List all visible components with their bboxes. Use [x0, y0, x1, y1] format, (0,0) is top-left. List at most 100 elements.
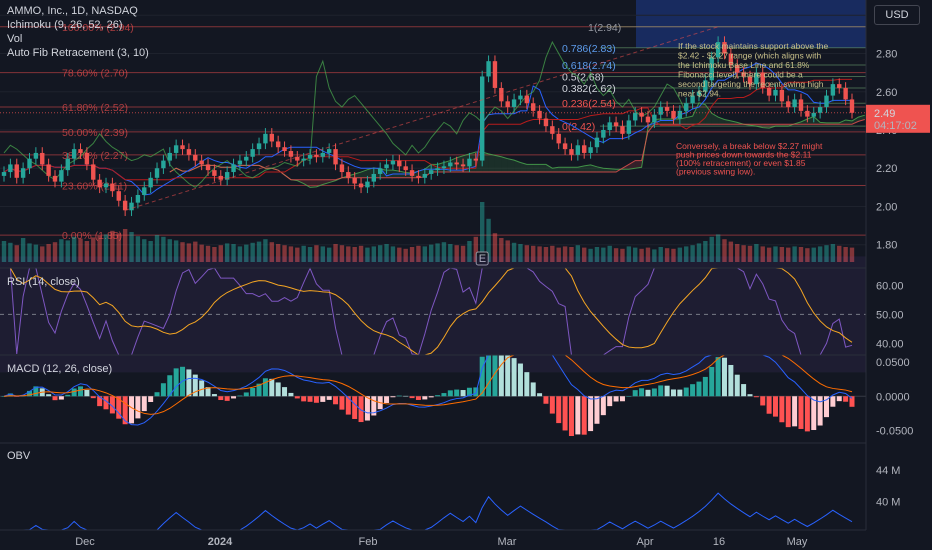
macd-histogram-bar — [734, 374, 740, 397]
rsi-legend[interactable]: RSI (14, close) — [7, 276, 80, 288]
macd-histogram-bar — [785, 396, 791, 428]
macd-histogram-bar — [690, 384, 696, 397]
macd-histogram-bar — [562, 396, 568, 431]
macd-histogram-bar — [390, 396, 396, 398]
ichimoku-cloud-segment — [463, 153, 470, 173]
obv-legend[interactable]: OBV — [7, 450, 31, 462]
analysis-note-upper: $2.42 - $2.27 range (which aligns with — [678, 51, 821, 61]
candle-body — [78, 149, 83, 153]
candle-body — [684, 103, 689, 111]
obv-tick-label: 40 M — [876, 497, 900, 509]
macd-legend[interactable]: MACD (12, 26, close) — [7, 363, 113, 375]
price-tick-label: 2.80 — [876, 49, 897, 61]
analysis-note-upper: Fibonacci level), there could be a — [678, 70, 803, 80]
candle-body — [365, 181, 370, 188]
currency-button[interactable]: USD — [874, 5, 920, 25]
volume-bar — [837, 245, 842, 262]
macd-tick-label: 0.0000 — [876, 391, 910, 403]
volume-bar — [390, 246, 396, 262]
macd-histogram-bar — [588, 396, 594, 432]
ichimoku-cloud-segment — [488, 153, 495, 173]
macd-histogram-bar — [626, 396, 632, 397]
volume-bar — [773, 246, 778, 262]
senkou-span-b — [169, 119, 865, 181]
candle-body — [358, 183, 364, 188]
volume-bar — [601, 247, 606, 262]
macd-histogram-bar — [33, 386, 39, 397]
candle-body — [518, 95, 523, 100]
price-pane[interactable]: 100.00% (2.94) 78.60% (2.70) 61.80% (2.52)… — [0, 0, 872, 266]
analysis-note-upper: second targeting the recent swing high — [678, 79, 824, 89]
macd-histogram-bar — [721, 357, 727, 397]
candle-body — [747, 76, 753, 85]
volume-bar — [422, 246, 428, 262]
candle-body — [849, 99, 855, 113]
macd-histogram-bar — [511, 358, 517, 397]
volume-bar — [339, 245, 345, 262]
volume-bar — [167, 239, 172, 262]
volume-bar — [384, 244, 389, 262]
price-tag-countdown: 04:17:02 — [874, 120, 917, 132]
volume-bar — [1, 241, 7, 262]
candle-body — [473, 158, 479, 161]
volume-bar — [620, 248, 625, 262]
volume-bar — [511, 242, 517, 262]
volume-bar — [645, 247, 651, 262]
candle-body — [8, 164, 13, 173]
volume-bar — [154, 235, 160, 262]
fib-legend[interactable]: Auto Fib Retracement (3, 10) — [7, 47, 149, 59]
candle-body — [773, 89, 778, 96]
volume-bar — [224, 243, 230, 262]
macd-histogram-bar — [326, 396, 332, 400]
macd-histogram-bar — [492, 355, 498, 397]
volume-bar — [397, 247, 402, 262]
macd-histogram-bar — [148, 396, 154, 402]
macd-histogram-bar — [160, 383, 166, 397]
candle-body — [295, 156, 300, 161]
candle-body — [40, 152, 45, 165]
fib-trend-line — [124, 26, 719, 211]
candle-body — [441, 166, 447, 169]
volume-bar — [416, 245, 421, 262]
candle-body — [454, 162, 459, 165]
volume-bar — [91, 237, 96, 262]
volume-bar — [33, 244, 39, 262]
macd-histogram-bar — [269, 378, 275, 397]
obv-pane[interactable] — [4, 492, 853, 531]
macd-histogram-bar — [549, 396, 555, 414]
macd-histogram-bar — [313, 396, 319, 403]
obv-tick-label: 44 M — [876, 465, 900, 477]
candle-body — [607, 122, 612, 130]
volume-bar — [607, 245, 612, 262]
macd-histogram-bar — [658, 385, 664, 397]
candle-body — [524, 95, 530, 104]
volume-bar — [78, 238, 83, 262]
macd-histogram-bar — [607, 396, 613, 407]
candle-body — [397, 160, 402, 167]
volume-bar — [448, 244, 453, 262]
volume-bar — [46, 244, 51, 262]
volume-legend[interactable]: Vol — [7, 33, 23, 45]
macd-histogram-bar — [301, 396, 307, 402]
candle-body — [601, 130, 606, 138]
candle-body — [703, 80, 708, 92]
volume-bar — [562, 246, 568, 262]
candle-body — [91, 164, 96, 180]
macd-pane[interactable] — [0, 354, 866, 437]
macd-histogram-bar — [243, 392, 249, 397]
volume-bar — [492, 233, 498, 262]
volume-bar — [84, 241, 90, 262]
price-tick-label: 1.80 — [876, 240, 897, 252]
candle-body — [314, 154, 319, 157]
macd-histogram-bar — [613, 396, 619, 402]
macd-histogram-bar — [97, 396, 103, 407]
candle-body — [422, 173, 428, 178]
candle-body — [193, 154, 198, 161]
candle-body — [84, 152, 90, 165]
ichimoku-legend[interactable]: Ichimoku (9, 26, 52, 26) — [7, 19, 123, 31]
macd-histogram-bar — [517, 363, 523, 397]
macd-histogram-bar — [339, 396, 345, 410]
ichimoku-cloud-segment — [673, 119, 680, 125]
